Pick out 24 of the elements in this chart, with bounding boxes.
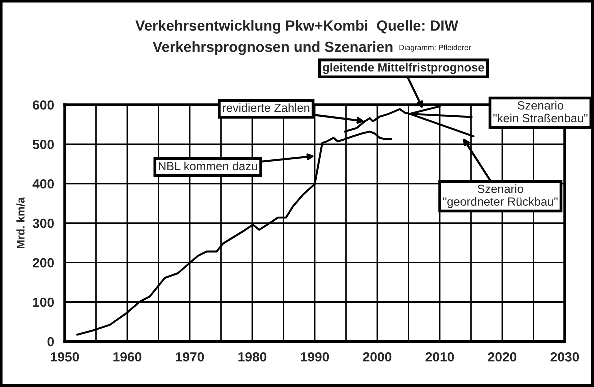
y-tick-label: 100 <box>33 298 54 308</box>
annotation: gleitende Mittelfristprognose <box>323 63 484 74</box>
x-tick-label: 1970 <box>176 352 204 362</box>
x-tick-label: 1990 <box>301 352 330 362</box>
y-tick-label: 200 <box>33 258 54 268</box>
x-tick-label: 2010 <box>426 352 454 362</box>
y-axis-title: Mrd. km/a <box>16 197 25 249</box>
annotation: NBL kommen dazu <box>159 162 258 171</box>
y-tick-label: 0 <box>48 337 54 347</box>
y-tick-label: 300 <box>32 218 54 228</box>
chart-subtitle: Verkehrsprognosen und Szenarien <box>153 42 393 56</box>
y-tick-label: 600 <box>33 100 54 110</box>
y-tick-label: 400 <box>32 179 54 189</box>
x-tick-label: 2030 <box>550 352 580 362</box>
x-tick-label: 1960 <box>114 352 142 362</box>
x-tick-label: 2020 <box>488 352 517 362</box>
annotation: revidierte Zahlen <box>223 104 310 112</box>
x-tick-label: 2000 <box>363 352 392 362</box>
y-tick-label: 500 <box>32 140 54 150</box>
annotation: Szenario "geordneter Rückbau" <box>443 184 558 208</box>
chart-title: Verkehrsentwicklung Pkw+Kombi Quelle: DIW <box>136 20 458 34</box>
annotation: Szenario "kein Straßenbau" <box>494 101 588 123</box>
x-tick-label: 1980 <box>238 352 267 362</box>
x-tick-label: 1950 <box>51 352 80 362</box>
